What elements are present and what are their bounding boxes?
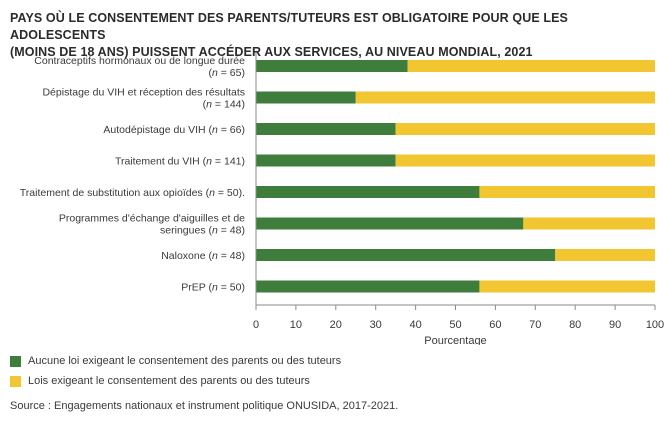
x-tick-label-5: 50 [449,319,461,331]
x-tick-label-9: 90 [609,319,621,331]
x-tick-label-7: 70 [529,319,541,331]
legend-item-law: Lois exigeant le consentement des parent… [10,371,341,391]
category-label-3-line-0: Traitement du VIH (n = 141) [115,156,245,168]
x-tick-label-6: 60 [489,319,501,331]
category-label-1-line-1: (n = 144) [203,99,245,111]
x-tick-label-0: 0 [253,319,259,331]
bar-law-7 [479,280,655,293]
legend-item-no-law: Aucune loi exigeant le consentement des … [10,351,341,371]
x-tick-label-4: 40 [409,319,421,331]
bar-no-law-6 [256,249,556,261]
bar-no-law-5 [256,217,524,230]
x-tick-label-8: 80 [569,319,581,331]
bar-law-5 [523,217,655,230]
bar-no-law-1 [256,91,356,104]
bar-law-6 [555,249,655,261]
x-tick-label-3: 30 [370,319,382,331]
bar-no-law-3 [256,154,396,167]
category-label-7-line-0: PrEP (n = 50) [181,282,245,294]
chart-title-line-1: PAYS OÙ LE CONSENTEMENT DES PARENTS/TUTE… [10,11,568,42]
bar-law-1 [355,91,655,104]
category-label-1-line-0: Dépistage du VIH et réception des résult… [42,87,245,99]
category-label-5-line-1: seringues (n = 48) [160,225,245,237]
legend-label-law: Lois exigeant le consentement des parent… [28,375,310,387]
category-label-0-line-0: Contraceptifs hormonaux ou de longue dur… [34,55,245,67]
legend-label-no-law: Aucune loi exigeant le consentement des … [28,355,342,367]
bar-law-4 [479,186,655,198]
bar-law-3 [395,154,655,167]
stacked-bar-chart: Contraceptifs hormonaux ou de longue dur… [20,52,664,345]
bar-no-law-0 [256,60,408,72]
legend: Aucune loi exigeant le consentement des … [10,351,341,391]
category-label-4-line-0: Traitement de substitution aux opioïdes … [20,187,245,199]
bar-no-law-7 [256,280,480,293]
bar-no-law-4 [256,186,480,198]
legend-swatch-green [10,355,21,367]
bar-no-law-2 [256,123,396,135]
category-label-6-line-0: Naloxone (n = 48) [161,250,245,262]
x-axis-label: Pourcentage [424,335,486,345]
category-label-0-line-1: (n = 65) [209,67,246,79]
x-tick-label-2: 20 [330,319,342,331]
legend-swatch-yellow [10,375,21,387]
x-tick-label-10: 100 [646,319,664,331]
chart-title-line-2: (MOINS DE 18 ANS) PUISSENT ACCÉDER AUX S… [10,45,533,59]
bar-law-2 [395,123,655,135]
x-tick-label-1: 10 [290,319,302,331]
category-label-2-line-0: Autodépistage du VIH (n = 66) [103,124,245,136]
bar-law-0 [407,60,655,72]
chart-title: PAYS OÙ LE CONSENTEMENT DES PARENTS/TUTE… [10,10,660,61]
category-label-5-line-0: Programmes d'échange d'aiguilles et de [59,213,245,225]
source-note: Source : Engagements nationaux et instru… [10,400,399,412]
